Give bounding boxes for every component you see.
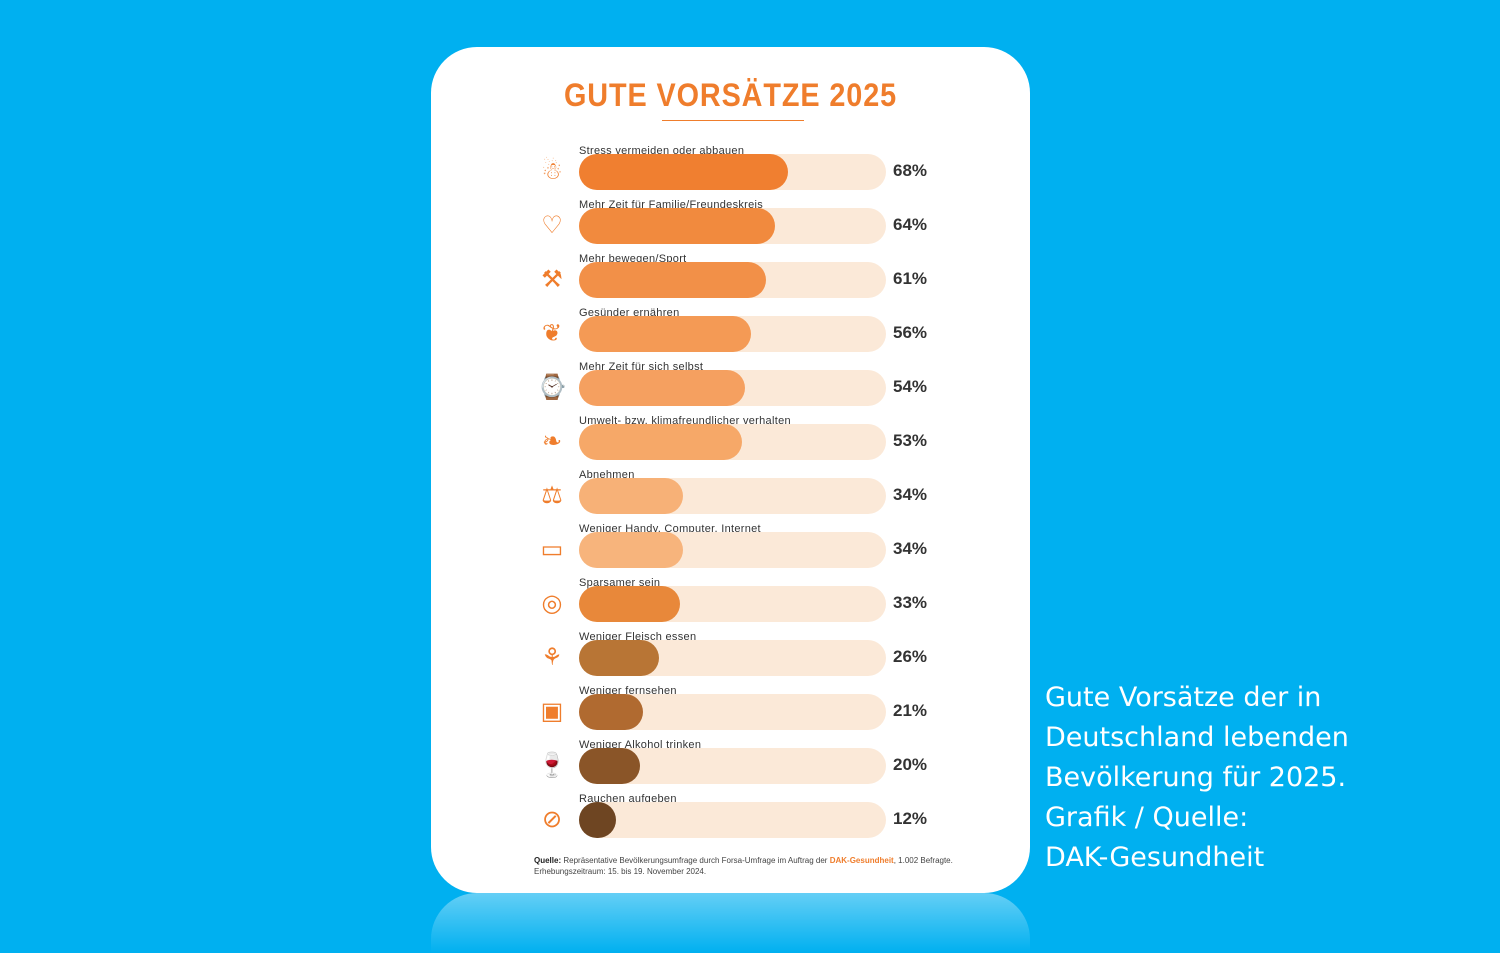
- bar: [579, 694, 644, 730]
- bar-track: [579, 424, 886, 460]
- bar-track: [579, 208, 886, 244]
- value-label: 56%: [893, 323, 928, 342]
- heart-hand-icon: ♡: [541, 212, 563, 239]
- chart-row: ⚒ Mehr bewegen/Sport 61%: [431, 253, 1030, 307]
- bar: [579, 208, 776, 244]
- value-label: 61%: [893, 269, 928, 288]
- value-label: 68%: [893, 161, 928, 180]
- bar: [579, 640, 659, 676]
- tv-icon: ▣: [540, 698, 564, 725]
- infographic-card: GUTE VORSÄTZE 2025 ☃ Stress vermeiden od…: [431, 47, 1030, 893]
- bar: [579, 532, 684, 568]
- value-label: 20%: [893, 755, 928, 774]
- caption-line: DAK-Gesundheit: [1045, 842, 1265, 873]
- bar-track: [579, 532, 886, 568]
- card-reflection: [431, 893, 1030, 953]
- value-label: 53%: [893, 431, 928, 450]
- value-label: 54%: [893, 377, 928, 396]
- bar: [579, 748, 641, 784]
- caption-line: Bevölkerung für 2025.: [1045, 762, 1347, 793]
- bar-track: [579, 640, 886, 676]
- chart-row: 🍷 Weniger Alkohol trinken 20%: [431, 739, 1030, 793]
- no-smoking-icon: ⊘: [541, 806, 563, 833]
- bar-track: [579, 478, 886, 514]
- survey-period: Erhebungszeitraum: 15. bis 19. November …: [534, 867, 707, 876]
- leaf-hands-icon: ❧: [541, 428, 563, 455]
- bar: [579, 424, 742, 460]
- value-label: 21%: [893, 701, 928, 720]
- bar: [579, 262, 767, 298]
- devices-icon: ▭: [540, 536, 564, 563]
- source-brand: DAK-Gesundheit: [829, 856, 894, 865]
- bar-track: [579, 262, 886, 298]
- value-label: 64%: [893, 215, 928, 234]
- bar-track: [579, 316, 886, 352]
- caption-line: Gute Vorsätze der in: [1045, 682, 1322, 713]
- caption-line: Deutschland lebenden: [1045, 722, 1349, 753]
- apple-carrot-icon: ❦: [541, 320, 563, 347]
- chart-row: ⚖ Abnehmen 34%: [431, 469, 1030, 523]
- source-text-2: , 1.002 Befragte.: [893, 856, 953, 865]
- wine-icon: 🍷: [537, 752, 567, 779]
- source-label: Quelle:: [534, 856, 562, 865]
- source-note: Quelle: Repräsentative Bevölkerungsumfra…: [534, 855, 953, 877]
- chart-row: ▭ Weniger Handy, Computer, Internet 34%: [431, 523, 1030, 577]
- value-label: 33%: [893, 593, 928, 612]
- chart-row: ⚘ Weniger Fleisch essen 26%: [431, 631, 1030, 685]
- bar-track: [579, 586, 886, 622]
- caption: Gute Vorsätze der in Deutschland lebende…: [1045, 678, 1349, 878]
- chart-row: ▣ Weniger fernsehen 21%: [431, 685, 1030, 739]
- bar: [579, 802, 616, 838]
- coins-icon: ◎: [541, 590, 563, 617]
- chart-row: ☃ Stress vermeiden oder abbauen 68%: [431, 145, 1030, 199]
- bar-track: [579, 802, 886, 838]
- title-divider: [662, 120, 804, 121]
- bar: [579, 154, 788, 190]
- bar: [579, 316, 751, 352]
- chart-row: ❦ Gesünder ernähren 56%: [431, 307, 1030, 361]
- bar-track: [579, 748, 886, 784]
- caption-line: Grafik / Quelle:: [1045, 802, 1249, 833]
- chart-row: ⊘ Rauchen aufgeben 12%: [431, 793, 1030, 847]
- bar: [579, 478, 684, 514]
- bar-track: [579, 370, 886, 406]
- chart-row: ❧ Umwelt- bzw. klimafreundlicher verhalt…: [431, 415, 1030, 469]
- value-label: 26%: [893, 647, 928, 666]
- source-text: Repräsentative Bevölkerungsumfrage durch…: [561, 856, 830, 865]
- bar: [579, 586, 681, 622]
- scale-icon: ⚖: [541, 482, 563, 509]
- chart-row: ♡ Mehr Zeit für Familie/Freundeskreis 64…: [431, 199, 1030, 253]
- chart-row: ◎ Sparsamer sein 33%: [431, 577, 1030, 631]
- dumbbell-icon: ⚒: [541, 266, 563, 293]
- book-clock-icon: ⌚: [537, 374, 567, 401]
- stress-icon: ☃: [541, 158, 563, 185]
- meat-icon: ⚘: [541, 644, 563, 671]
- value-label: 12%: [893, 809, 928, 828]
- chart-title: GUTE VORSÄTZE 2025: [563, 77, 898, 113]
- chart-row: ⌚ Mehr Zeit für sich selbst 54%: [431, 361, 1030, 415]
- value-label: 34%: [893, 485, 928, 504]
- bar-track: [579, 154, 886, 190]
- value-label: 34%: [893, 539, 928, 558]
- bar: [579, 370, 745, 406]
- bar-track: [579, 694, 886, 730]
